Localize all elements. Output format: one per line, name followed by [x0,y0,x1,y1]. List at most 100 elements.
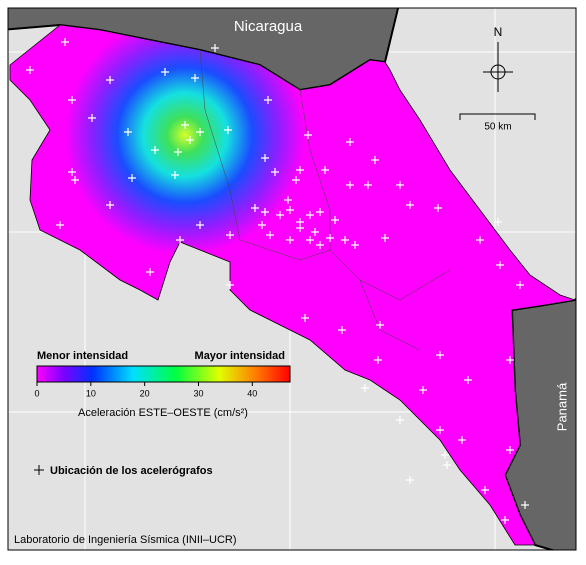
station [174,148,182,156]
station [443,461,451,469]
station [284,196,292,204]
station [316,208,324,216]
station [361,384,369,392]
station [481,486,489,494]
scale-bar [459,113,536,120]
station [176,236,184,244]
station [321,166,329,174]
station [506,356,514,364]
frame [7,7,577,551]
station [296,166,304,174]
station [251,204,259,212]
station [286,206,294,214]
costa-rica [9,24,576,546]
station [26,66,34,74]
credit: Laboratorio de Ingeniería Sísmica (INII–… [14,534,237,546]
station [364,181,372,189]
station [464,376,472,384]
station [516,281,524,289]
station [186,136,194,144]
station [351,241,359,249]
stations [26,38,529,524]
station [434,204,442,212]
station [226,231,234,239]
station [264,96,272,104]
station [181,121,189,129]
station [306,236,314,244]
station [226,281,234,289]
scale-label: 50 km [484,122,511,133]
colorbar-tick-label: 30 [193,388,203,398]
north-arrow [483,42,513,92]
station [506,446,514,454]
station [436,426,444,434]
station [271,168,279,176]
station [331,216,339,224]
station [374,356,382,364]
station [71,176,79,184]
station [56,221,64,229]
station [292,176,300,184]
colorbar-ticks: 0 10 20 30 40 [34,382,257,398]
colorbar-low: Menor intensidad [37,350,128,362]
station [346,181,354,189]
station [196,128,204,136]
station [128,174,136,182]
colorbar-tick-label: 40 [247,388,257,398]
station [406,476,414,484]
station [286,236,294,244]
station [371,156,379,164]
station [296,224,304,232]
station [61,38,69,46]
station [151,146,159,154]
station [161,68,169,76]
legend-label: Ubicación de los acelerógrafos [50,465,213,477]
station [171,171,179,179]
colorbar-tick-label: 0 [34,388,39,398]
station [494,218,502,226]
country-label: Nicaragua [234,18,303,35]
station [346,138,354,146]
station [211,44,219,52]
station [261,208,269,216]
station [224,126,232,134]
station [376,321,384,329]
station [311,228,319,236]
colorbar [36,365,291,383]
colorbar-title: Aceleración ESTE–OESTE (cm/s²) [78,407,248,419]
station [191,74,199,82]
station [124,128,132,136]
station [304,131,312,139]
station [496,261,504,269]
station [436,351,444,359]
station [396,416,404,424]
station [276,211,284,219]
station [338,326,346,334]
station [306,211,314,219]
station [88,114,96,122]
station [476,236,484,244]
provinces [199,49,451,351]
station [406,201,414,209]
station [316,241,324,249]
station [68,168,76,176]
colorbar-tick-label: 10 [86,388,96,398]
station [258,221,266,229]
station [68,96,76,104]
station [326,234,334,242]
station [146,268,154,276]
station [441,451,449,459]
station [501,516,509,524]
station [521,501,529,509]
station [301,314,309,322]
country-label: Panamá [554,382,569,431]
station [458,436,466,444]
station [341,236,349,244]
station [106,76,114,84]
station [106,201,114,209]
station [266,231,274,239]
legend-symbol [34,465,44,475]
